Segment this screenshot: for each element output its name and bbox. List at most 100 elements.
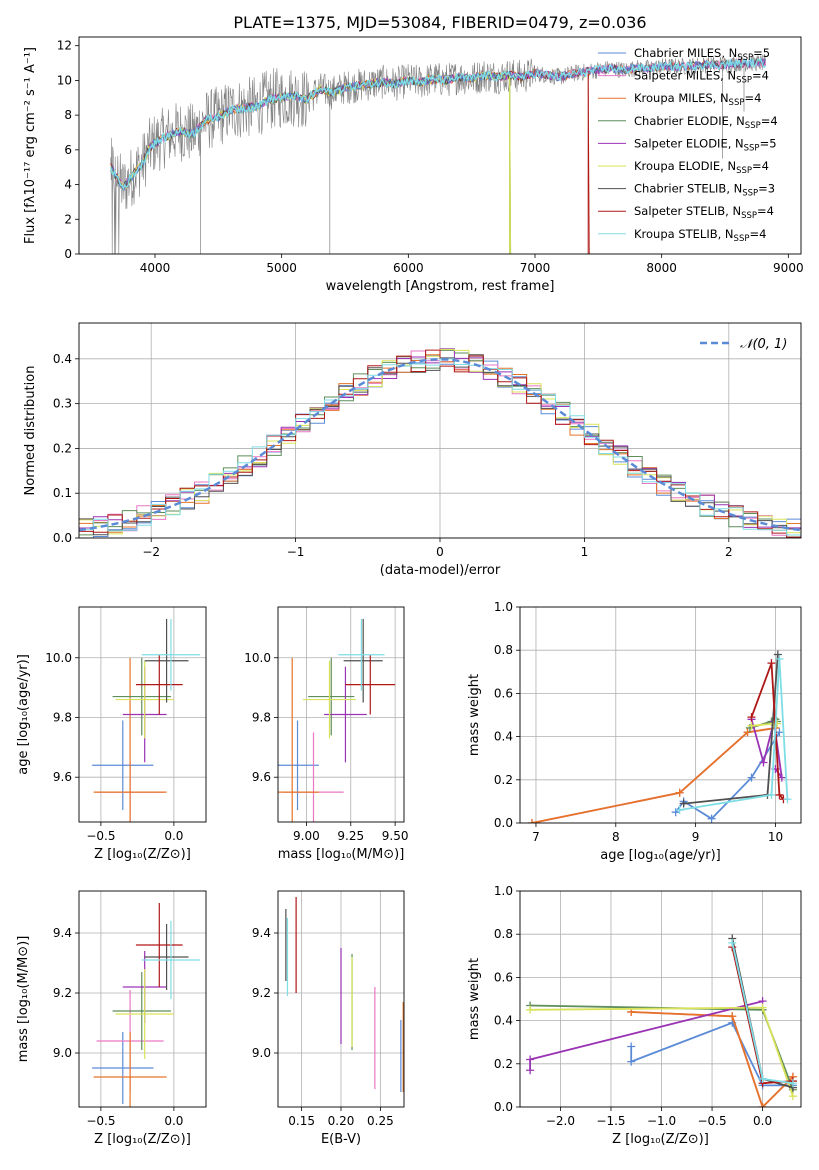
- x-tick-label: 9000: [773, 261, 804, 275]
- series-marker: [788, 1092, 797, 1101]
- series-kroupa-stelib: [675, 654, 792, 815]
- figure-title: PLATE=1375, MJD=53084, FIBERID=0479, z=0…: [233, 13, 646, 32]
- y-tick-label: 1.0: [494, 600, 513, 614]
- series-marker: [728, 1012, 737, 1021]
- errorbar-chabrier-stelib: [343, 618, 383, 703]
- series-marker: [758, 1103, 767, 1107]
- series-marker: [775, 654, 784, 663]
- legend-label: Kroupa STELIB, NSSP=4: [634, 227, 766, 244]
- y-tick-label: 0.4: [494, 730, 513, 744]
- y-tick-label: 0.8: [494, 927, 513, 941]
- hist-salpeter-stelib: [79, 349, 801, 538]
- axes-age_vs_Z: −0.5 0.0 9.6 9.8 10.0 Z [log₁₀(Z/Z⊙)] age [log…: [16, 606, 207, 862]
- x-tick-label: 0.20: [328, 1114, 355, 1128]
- y-tick-label: 9.4: [252, 926, 271, 940]
- legend-label: Chabrier STELIB, NSSP=3: [634, 182, 775, 199]
- errorbar-salpeter-stelib: [135, 654, 183, 715]
- x-tick-label: 10: [768, 830, 783, 844]
- series-marker: [675, 788, 684, 797]
- x-axis-label: age [log₁₀(age/yr)]: [600, 848, 721, 863]
- y-tick-label: 9.2: [53, 986, 72, 1000]
- series-marker: [707, 814, 716, 823]
- axes-weight_vs_age: 7 8 9 10 0.0 0.2 0.4 0.6 0.8 1.0 age [log₁₀(age/yr…: [467, 600, 802, 863]
- y-tick-label: 0.6: [494, 970, 513, 984]
- x-axis-label: Z [log₁₀(Z/Z⊙)]: [612, 1132, 709, 1147]
- y-tick-label: 12: [57, 39, 72, 53]
- legend-label: Chabrier ELODIE, NSSP=4: [634, 114, 778, 131]
- errorbar-salpeter-elodie: [324, 666, 367, 763]
- errorbar-salpeter-stelib: [345, 654, 396, 715]
- axes-frame: [78, 36, 802, 255]
- series-marker: [758, 1003, 767, 1012]
- errorbar-kroupa-stelib: [338, 618, 385, 691]
- x-tick-label: −1.5: [596, 1114, 625, 1128]
- x-tick-label: 0.0: [753, 1114, 772, 1128]
- plot-area: [278, 891, 404, 1107]
- axes-frame: [519, 606, 802, 824]
- x-axis-label: Z [log₁₀(Z/Z⊙)]: [94, 1132, 191, 1147]
- x-tick-label: −0.5: [86, 829, 115, 843]
- series-marker: [767, 790, 776, 799]
- errorbar-kroupa-stelib: [141, 921, 201, 999]
- y-axis-label: Normed distribution: [23, 366, 38, 496]
- legend: Chabrier MILES, NSSP=5 Salpeter MILES, NS…: [598, 46, 778, 244]
- model-line-kroupa-stelib: [110, 57, 767, 191]
- y-tick-label: 0.3: [53, 397, 72, 411]
- legend-label: 𝒩(0, 1): [740, 337, 787, 352]
- x-tick-label: 0.15: [288, 1114, 315, 1128]
- x-tick-label: −2: [142, 545, 160, 559]
- x-tick-label: −1.0: [647, 1114, 676, 1128]
- x-axis-label: E(B-V): [321, 1132, 361, 1147]
- errorbar-chabrier-miles: [92, 1032, 154, 1104]
- errorbar-kroupa-elodie: [302, 660, 357, 739]
- y-tick-label: 9.8: [252, 710, 271, 724]
- y-tick-label: 0.4: [53, 352, 72, 366]
- x-tick-label: 0.0: [164, 829, 183, 843]
- series-marker: [773, 650, 782, 659]
- series-marker: [679, 799, 688, 808]
- y-tick-label: 9.6: [252, 770, 271, 784]
- x-tick-label: 9.00: [293, 829, 320, 843]
- series-marker: [758, 1074, 767, 1083]
- plot-area: [520, 891, 801, 1107]
- errorbar-kroupa-elodie: [115, 660, 174, 739]
- x-tick-label: 0: [436, 545, 444, 559]
- series-marker: [526, 1005, 535, 1014]
- plot-area: [278, 607, 404, 822]
- x-tick-label: 1: [581, 545, 589, 559]
- x-tick-label: −2.0: [546, 1114, 575, 1128]
- y-tick-label: 0.0: [53, 531, 72, 545]
- series-kroupa-miles: [527, 723, 780, 823]
- y-tick-label: 9.8: [53, 710, 72, 724]
- x-axis-label: mass [log₁₀(M/M⊙)]: [278, 847, 405, 862]
- y-axis-label: mass weight: [467, 958, 482, 1040]
- series-marker: [527, 819, 536, 823]
- series-line: [531, 727, 776, 823]
- y-tick-label: 9.0: [53, 1046, 72, 1060]
- x-tick-label: 9.25: [337, 829, 364, 843]
- series-marker: [775, 790, 784, 799]
- x-axis-label: Z [log₁₀(Z/Z⊙)]: [94, 847, 191, 862]
- y-tick-label: 9.6: [53, 770, 72, 784]
- series-marker: [775, 728, 784, 737]
- y-tick-label: 9.4: [53, 926, 72, 940]
- series-salpeter-miles: [527, 723, 780, 823]
- errorbar-chabrier-elodie: [308, 657, 355, 736]
- series-line: [679, 658, 789, 811]
- y-tick-label: 10.0: [244, 651, 271, 665]
- y-tick-label: 0.0: [494, 1100, 513, 1114]
- errorbar-chabrier-miles: [92, 720, 154, 811]
- y-axis-label: mass weight: [467, 674, 482, 756]
- hist-kroupa-stelib: [79, 358, 801, 536]
- errorbar-salpeter-stelib: [135, 903, 183, 987]
- axes-frame: [277, 606, 405, 823]
- y-tick-label: 0.2: [494, 773, 513, 787]
- series-marker: [747, 773, 756, 782]
- series-marker: [747, 713, 756, 722]
- axes-mass_vs_ebv: 0.15 0.20 0.25 9.0 9.2 9.4 E(B-V): [252, 890, 405, 1147]
- axes-age_vs_mass: 9.00 9.25 9.50 9.6 9.8 10.0 mass [log₁₀(M/M⊙)]: [244, 606, 408, 862]
- y-tick-label: 0.2: [53, 441, 72, 455]
- legend-label: Kroupa MILES, NSSP=4: [634, 91, 761, 108]
- errorbar-chabrier-stelib: [144, 924, 189, 990]
